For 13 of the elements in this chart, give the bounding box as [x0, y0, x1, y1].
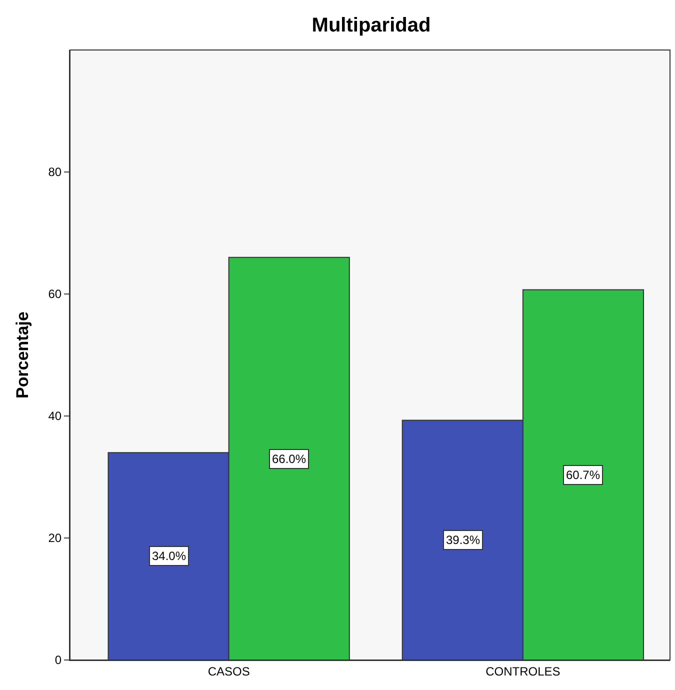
data-label: 66.0% [272, 452, 306, 466]
y-axis-title: Porcentaje [12, 312, 32, 398]
x-tick-label: CONTROLES [486, 664, 560, 678]
y-tick-label: 80 [48, 165, 62, 180]
data-label: 39.3% [446, 533, 480, 547]
chart-title: Multiparidad [312, 14, 431, 36]
data-label: 60.7% [566, 468, 600, 482]
x-tick-label: CASOS [208, 664, 250, 678]
y-tick-label: 20 [48, 531, 62, 546]
data-label: 34.0% [152, 549, 186, 563]
y-tick-label: 0 [54, 653, 62, 668]
y-tick-label: 40 [48, 409, 62, 424]
y-tick-label: 60 [48, 287, 62, 302]
